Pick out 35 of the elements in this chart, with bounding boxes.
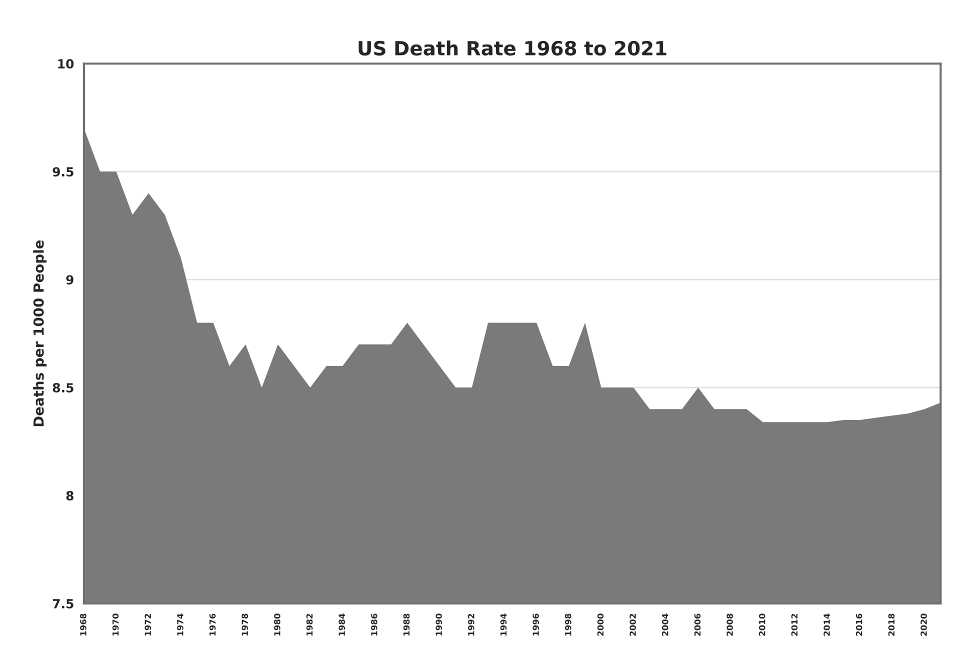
y-tick-label: 8 <box>66 491 74 500</box>
chart-title: US Death Rate 1968 to 2021 <box>358 40 666 56</box>
x-tick-label: 1982 <box>306 614 313 636</box>
x-tick-label: 1984 <box>338 614 345 636</box>
x-tick-label: 2016 <box>856 614 862 636</box>
x-tick-label: 2012 <box>791 614 798 636</box>
y-tick-label: 9 <box>66 275 74 285</box>
x-tick-label: 2002 <box>630 614 636 636</box>
x-tick-label: 1992 <box>468 614 474 636</box>
x-tick-label: 1990 <box>436 614 442 636</box>
x-tick-label: 1980 <box>274 614 280 636</box>
x-tick-label: 1996 <box>532 614 539 636</box>
x-tick-label: 1978 <box>242 614 248 636</box>
x-tick-label: 2010 <box>758 614 766 636</box>
x-tick-label: 2020 <box>920 614 927 636</box>
x-tick-label: 1970 <box>112 614 119 636</box>
x-tick-label: 1976 <box>209 614 216 636</box>
x-tick-label: 1998 <box>564 614 572 636</box>
x-tick-label: 2004 <box>662 614 668 636</box>
x-tick-label: 1972 <box>144 614 152 636</box>
y-tick-label: 7.5 <box>52 599 74 608</box>
y-axis-title: Deaths per 1000 People <box>33 240 47 426</box>
y-tick-label: 8.5 <box>52 383 74 392</box>
x-tick-label: 2006 <box>694 614 701 636</box>
x-tick-label: 1988 <box>403 614 410 636</box>
x-tick-label: 1974 <box>177 614 184 636</box>
x-tick-label: 1994 <box>500 614 507 636</box>
x-tick-label: 2018 <box>888 614 895 636</box>
x-tick-label: 2000 <box>597 614 604 636</box>
x-tick-label: 2008 <box>726 614 733 636</box>
x-tick-label: 1968 <box>80 614 86 636</box>
x-tick-label: 2014 <box>824 614 830 636</box>
y-tick-label: 10 <box>58 59 74 69</box>
y-tick-label: 9.5 <box>52 167 74 177</box>
x-tick-label: 1986 <box>371 614 378 636</box>
